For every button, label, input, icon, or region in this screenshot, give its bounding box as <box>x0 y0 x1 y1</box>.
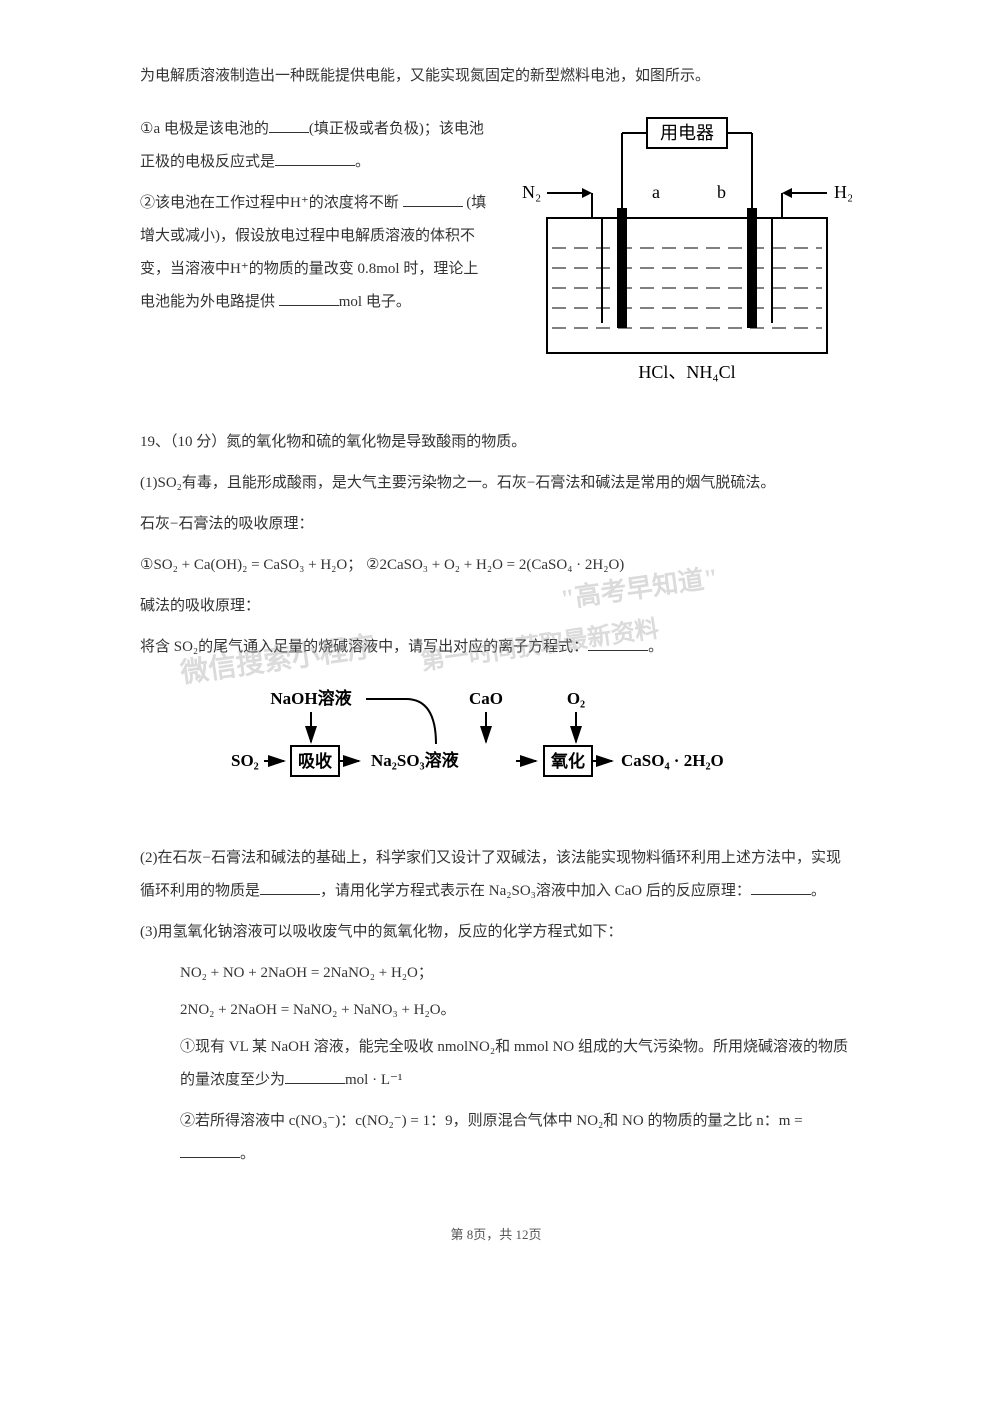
oxidize-box: 氧化 <box>550 751 585 771</box>
q19-1-d: 将含 SO₂的尾气通入足量的烧碱溶液中，请写出对应的离子方程式： 。 <box>140 631 852 664</box>
q19-3-eq2: 2NO₂ + 2NaOH = NaNO₂ + NaNO₃ + H₂O。 <box>140 994 852 1027</box>
electrode-b-label: b <box>717 182 726 202</box>
cao-label: CaO <box>469 689 503 708</box>
text: mol · L⁻¹ <box>345 1072 402 1088</box>
o2-label: O₂ <box>567 689 585 708</box>
so2-label: SO₂ <box>231 751 259 770</box>
text: ①a 电极是该电池的 <box>140 121 269 137</box>
text: ②该电池在工作过程中H⁺的浓度将不断 <box>140 195 399 211</box>
electrolyte-label: HCl、NH₄Cl <box>638 362 735 382</box>
eq-prefix: ① <box>140 557 153 573</box>
absorb-box: 吸收 <box>298 751 332 771</box>
q19-header: 19、（10 分）氮的氧化物和硫的氧化物是导致酸雨的物质。 <box>140 426 852 459</box>
eq-prefix: ② <box>366 557 379 573</box>
blank-input <box>260 880 320 895</box>
text: ，请用化学方程式表示在 Na₂SO₃溶液中加入 CaO 后的反应原理： <box>320 883 751 899</box>
page-footer: 第 8页，共 12页 <box>140 1221 852 1250</box>
blank-input <box>279 291 339 306</box>
intro-paragraph: 为电解质溶液制造出一种既能提供电能，又能实现氮固定的新型燃料电池，如图所示。 <box>140 60 852 93</box>
na2so3-label: Na₂SO₃溶液 <box>371 750 459 770</box>
q19-3-a: (3)用氢氧化钠溶液可以吸收废气中的氮氧化物，反应的化学方程式如下： <box>140 916 852 949</box>
blank-input <box>269 118 309 133</box>
q19-1-a: (1)SO₂有毒，且能形成酸雨，是大气主要污染物之一。石灰−石膏法和碱法是常用的… <box>140 467 852 500</box>
blank-input <box>180 1143 240 1158</box>
question-1-part-2: ②该电池在工作过程中H⁺的浓度将不断 (填增大或减小)，假设放电过程中电解质溶液… <box>140 187 492 319</box>
h2-label: H₂ <box>834 182 852 202</box>
n2-label: N₂ <box>522 182 541 202</box>
q19-1-equations: ①SO₂ + Ca(OH)₂ = CaSO₃ + H₂O； ②2CaSO₃ + … <box>140 549 852 582</box>
blank-input <box>751 880 811 895</box>
text: 。 <box>648 639 663 655</box>
blank-input <box>275 151 355 166</box>
flow-diagram: NaOH溶液 CaO O₂ SO₂ 吸收 Na₂SO₃溶液 氧化 CaSO₄ ·… <box>140 684 852 817</box>
battery-diagram: 用电器 <box>512 113 852 393</box>
text: 。 <box>240 1146 255 1162</box>
text: ①现有 VL 某 NaOH 溶液，能完全吸收 nmolNO₂和 mmol NO … <box>180 1039 848 1088</box>
equation: SO₂ + Ca(OH)₂ = CaSO₃ + H₂O； <box>153 557 362 573</box>
naoh-label: NaOH溶液 <box>270 688 351 708</box>
caso4-label: CaSO₄ · 2H₂O <box>621 751 724 770</box>
blank-input <box>403 192 463 207</box>
text: 。 <box>355 154 370 170</box>
equation: 2CaSO₃ + O₂ + H₂O = 2(CaSO₄ · 2H₂O) <box>379 557 624 573</box>
electrode-a-label: a <box>652 182 660 202</box>
q19-3-eq1: NO₂ + NO + 2NaOH = 2NaNO₂ + H₂O； <box>140 957 852 990</box>
q19-3-1: ①现有 VL 某 NaOH 溶液，能完全吸收 nmolNO₂和 mmol NO … <box>140 1031 852 1097</box>
blank-input <box>285 1069 345 1084</box>
q19-2: (2)在石灰−石膏法和碱法的基础上，科学家们又设计了双碱法，该法能实现物料循环利… <box>140 842 852 908</box>
q19-1-c: 碱法的吸收原理： <box>140 590 852 623</box>
text: mol 电子。 <box>339 294 411 310</box>
blank-input <box>588 636 648 651</box>
q19-1-b: 石灰−石膏法的吸收原理： <box>140 508 852 541</box>
text: ②若所得溶液中 c(NO₃⁻)：c(NO₂⁻) = 1：9，则原混合气体中 NO… <box>180 1113 803 1129</box>
text: 将含 SO₂的尾气通入足量的烧碱溶液中，请写出对应的离子方程式： <box>140 639 588 655</box>
q19-3-2: ②若所得溶液中 c(NO₃⁻)：c(NO₂⁻) = 1：9，则原混合气体中 NO… <box>140 1105 852 1171</box>
device-label: 用电器 <box>660 123 714 143</box>
text: 。 <box>811 883 826 899</box>
question-1-part-1: ①a 电极是该电池的(填正极或者负极)；该电池正极的电极反应式是。 <box>140 113 492 179</box>
